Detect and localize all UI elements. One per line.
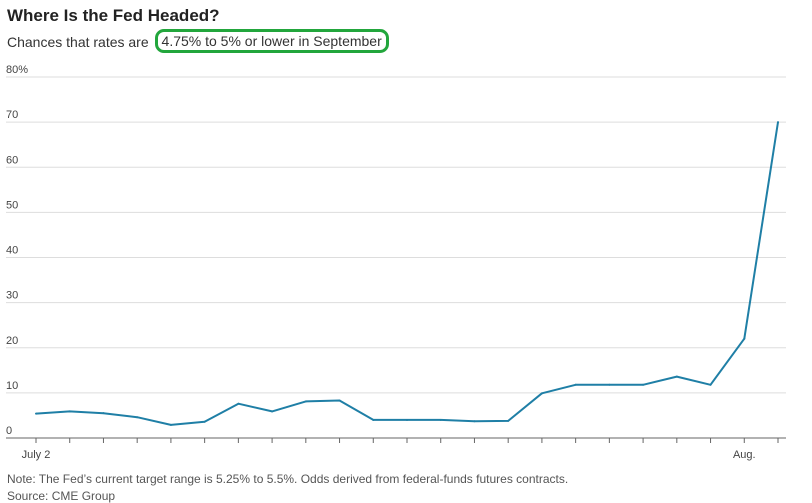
y-tick-label: 60	[6, 154, 18, 166]
data-point	[709, 383, 712, 386]
chart-note: Note: The Fed’s current target range is …	[7, 472, 569, 486]
chart-title: Where Is the Fed Headed?	[7, 6, 220, 25]
data-point	[169, 423, 172, 426]
x-tick-label: Aug.	[733, 449, 756, 461]
y-tick-label: 50	[6, 199, 18, 211]
data-point	[777, 121, 779, 124]
data-point	[675, 375, 678, 378]
y-tick-label: 0	[6, 425, 12, 437]
data-point	[304, 400, 307, 403]
y-tick-label: 10	[6, 380, 18, 392]
data-point	[237, 402, 240, 405]
data-point	[406, 418, 408, 421]
data-point	[473, 420, 476, 423]
chart-subtitle: Chances that rates are 4.75% to 5% or lo…	[7, 29, 389, 54]
data-point	[574, 383, 577, 386]
y-tick-label: 40	[6, 245, 18, 257]
line-chart: 0 10 20 30 40 50 60 70 80% July 2 Aug.	[6, 64, 786, 461]
subtitle-prefix: Chances that rates are	[7, 34, 149, 50]
y-tick-label: 20	[6, 335, 18, 347]
y-tick-label: 80%	[6, 64, 28, 76]
data-point	[35, 412, 37, 415]
grid-layer	[6, 76, 786, 394]
subtitle-highlight: 4.75% to 5% or lower in September	[154, 29, 389, 53]
y-tick-label: 70	[6, 109, 18, 121]
data-point	[743, 337, 746, 340]
y-axis-labels: 0 10 20 30 40 50 60 70 80%	[6, 64, 28, 437]
data-point	[372, 418, 375, 421]
data-point	[338, 399, 341, 402]
y-tick-label: 30	[6, 290, 18, 302]
data-point	[203, 420, 206, 423]
data-point	[136, 416, 139, 419]
data-point	[68, 410, 71, 413]
x-axis: July 2 Aug.	[6, 437, 786, 461]
data-point	[540, 392, 543, 395]
chart-source: Source: CME Group	[7, 489, 116, 503]
data-point	[271, 410, 274, 413]
data-point	[439, 418, 442, 421]
data-point	[507, 419, 510, 422]
data-point	[642, 383, 645, 386]
data-point	[608, 383, 611, 386]
series-layer	[35, 121, 779, 426]
x-tick-label: July 2	[22, 449, 51, 461]
data-point	[102, 412, 105, 415]
